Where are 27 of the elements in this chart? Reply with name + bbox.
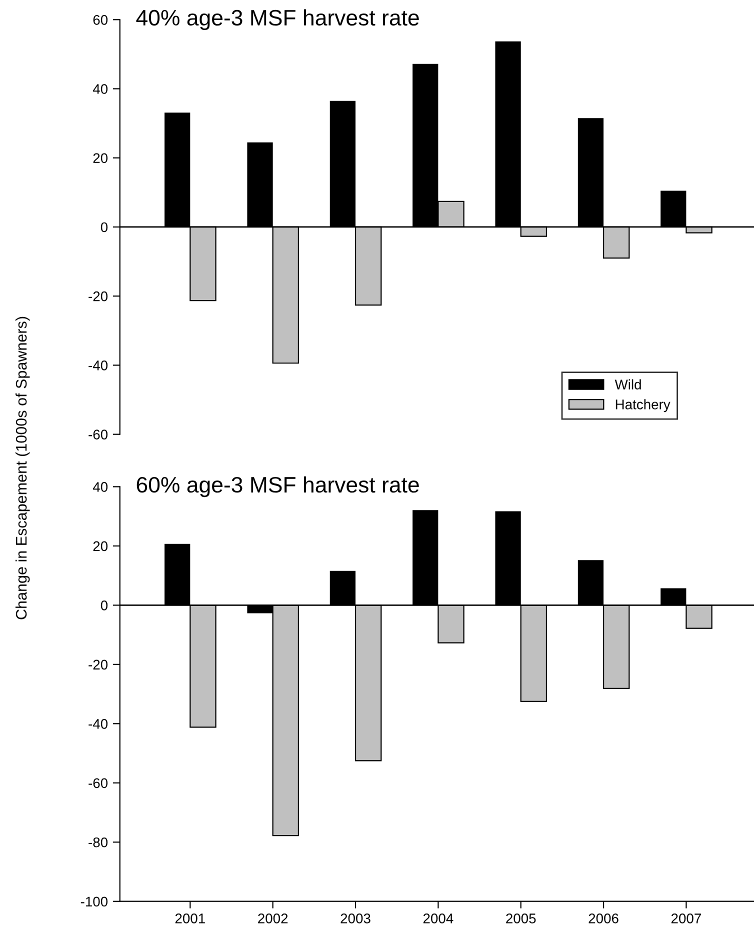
y-tick-label: 40: [92, 482, 108, 492]
y-tick-label: 0: [100, 600, 108, 610]
y-tick-label: 0: [100, 222, 108, 232]
y-tick-label: -40: [88, 718, 108, 729]
legend-label: Wild: [614, 379, 641, 390]
y-axis-title: Change in Escapement (1000s of Spawners): [16, 316, 30, 620]
y-tick-label: -40: [88, 360, 108, 370]
y-tick-label: 40: [92, 84, 108, 94]
x-tick-label: 2003: [340, 914, 370, 924]
x-tick-label: 2006: [588, 914, 618, 924]
y-tick-label: 20: [93, 541, 108, 552]
x-tick-label: 2004: [423, 914, 454, 924]
x-tick-label: 2001: [175, 914, 205, 924]
y-tick-label: 20: [93, 153, 108, 164]
x-tick-label: 2002: [258, 914, 288, 924]
y-tick-label: -60: [88, 430, 108, 440]
y-tick-label: 60: [93, 14, 108, 25]
chart-title: 60% age-3 MSF harvest rate: [136, 476, 419, 498]
y-tick-label: -80: [88, 837, 108, 848]
y-tick-label: -20: [88, 660, 108, 670]
y-tick-label: -60: [88, 778, 108, 788]
x-tick-label: 2005: [506, 914, 536, 924]
y-tick-label: -100: [80, 896, 108, 907]
legend-label: Hatchery: [616, 399, 670, 412]
chart-title: 40% age-3 MSF harvest rate: [136, 9, 419, 30]
y-tick-label: -20: [88, 291, 108, 302]
x-tick-label: 2007: [671, 914, 701, 924]
